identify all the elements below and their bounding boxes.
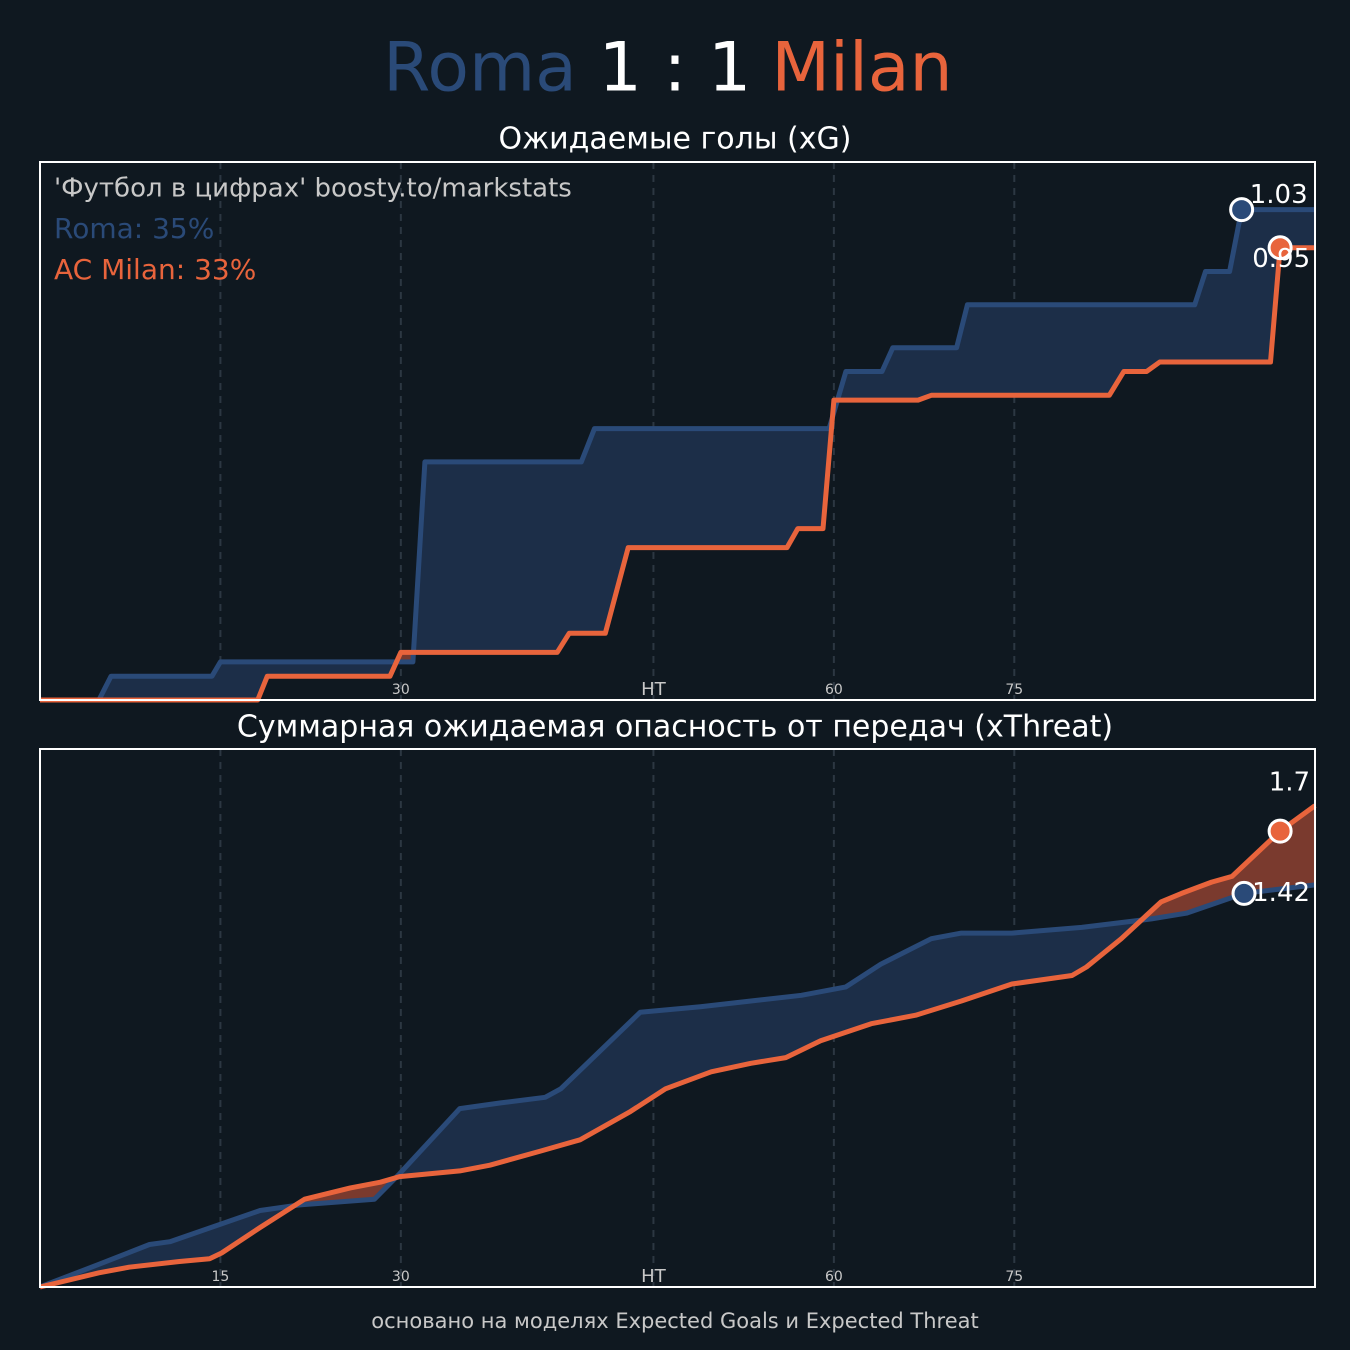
x-tick-label: HT [641,1266,667,1287]
annotation: 'Футбол в цифрах' boosty.to/markstats [54,174,572,204]
plot-frame [39,161,1316,701]
end-marker [1229,197,1255,223]
end-marker [1267,235,1293,261]
value-label: 1.03 [1250,180,1308,210]
series-line [39,803,1317,1290]
x-tick-label: 60 [825,682,843,698]
value-label: 1.42 [1252,878,1310,908]
x-tick-label: 60 [825,1269,843,1285]
plot-frame [39,748,1316,1288]
x-tick-label: 30 [392,1269,410,1285]
x-tick-label: 75 [1005,1269,1023,1285]
legend-entry: AC Milan: 33% [54,253,256,286]
x-tick-label: HT [641,679,667,700]
end-marker [1267,818,1293,844]
value-label: 0.95 [1252,244,1310,274]
footer: основано на моделях Expected Goals и Exp… [371,1309,978,1333]
x-tick-label: 15 [212,1269,230,1285]
away-team: Milan [771,29,952,108]
chart-title: Суммарная ожидаемая опасность от передач… [237,710,1113,745]
series-line [40,245,1315,703]
home-team: Roma [383,29,577,108]
chart-title: Ожидаемые голы (xG) [499,122,852,157]
value-label: 1.7 [1269,768,1310,798]
score: 1 : 1 [599,29,752,108]
x-tick-label: 75 [1005,682,1023,698]
series-line [39,882,1316,1290]
x-tick-label: 30 [392,682,410,698]
end-marker [1231,880,1257,906]
legend-entry: Roma: 35% [54,212,214,245]
